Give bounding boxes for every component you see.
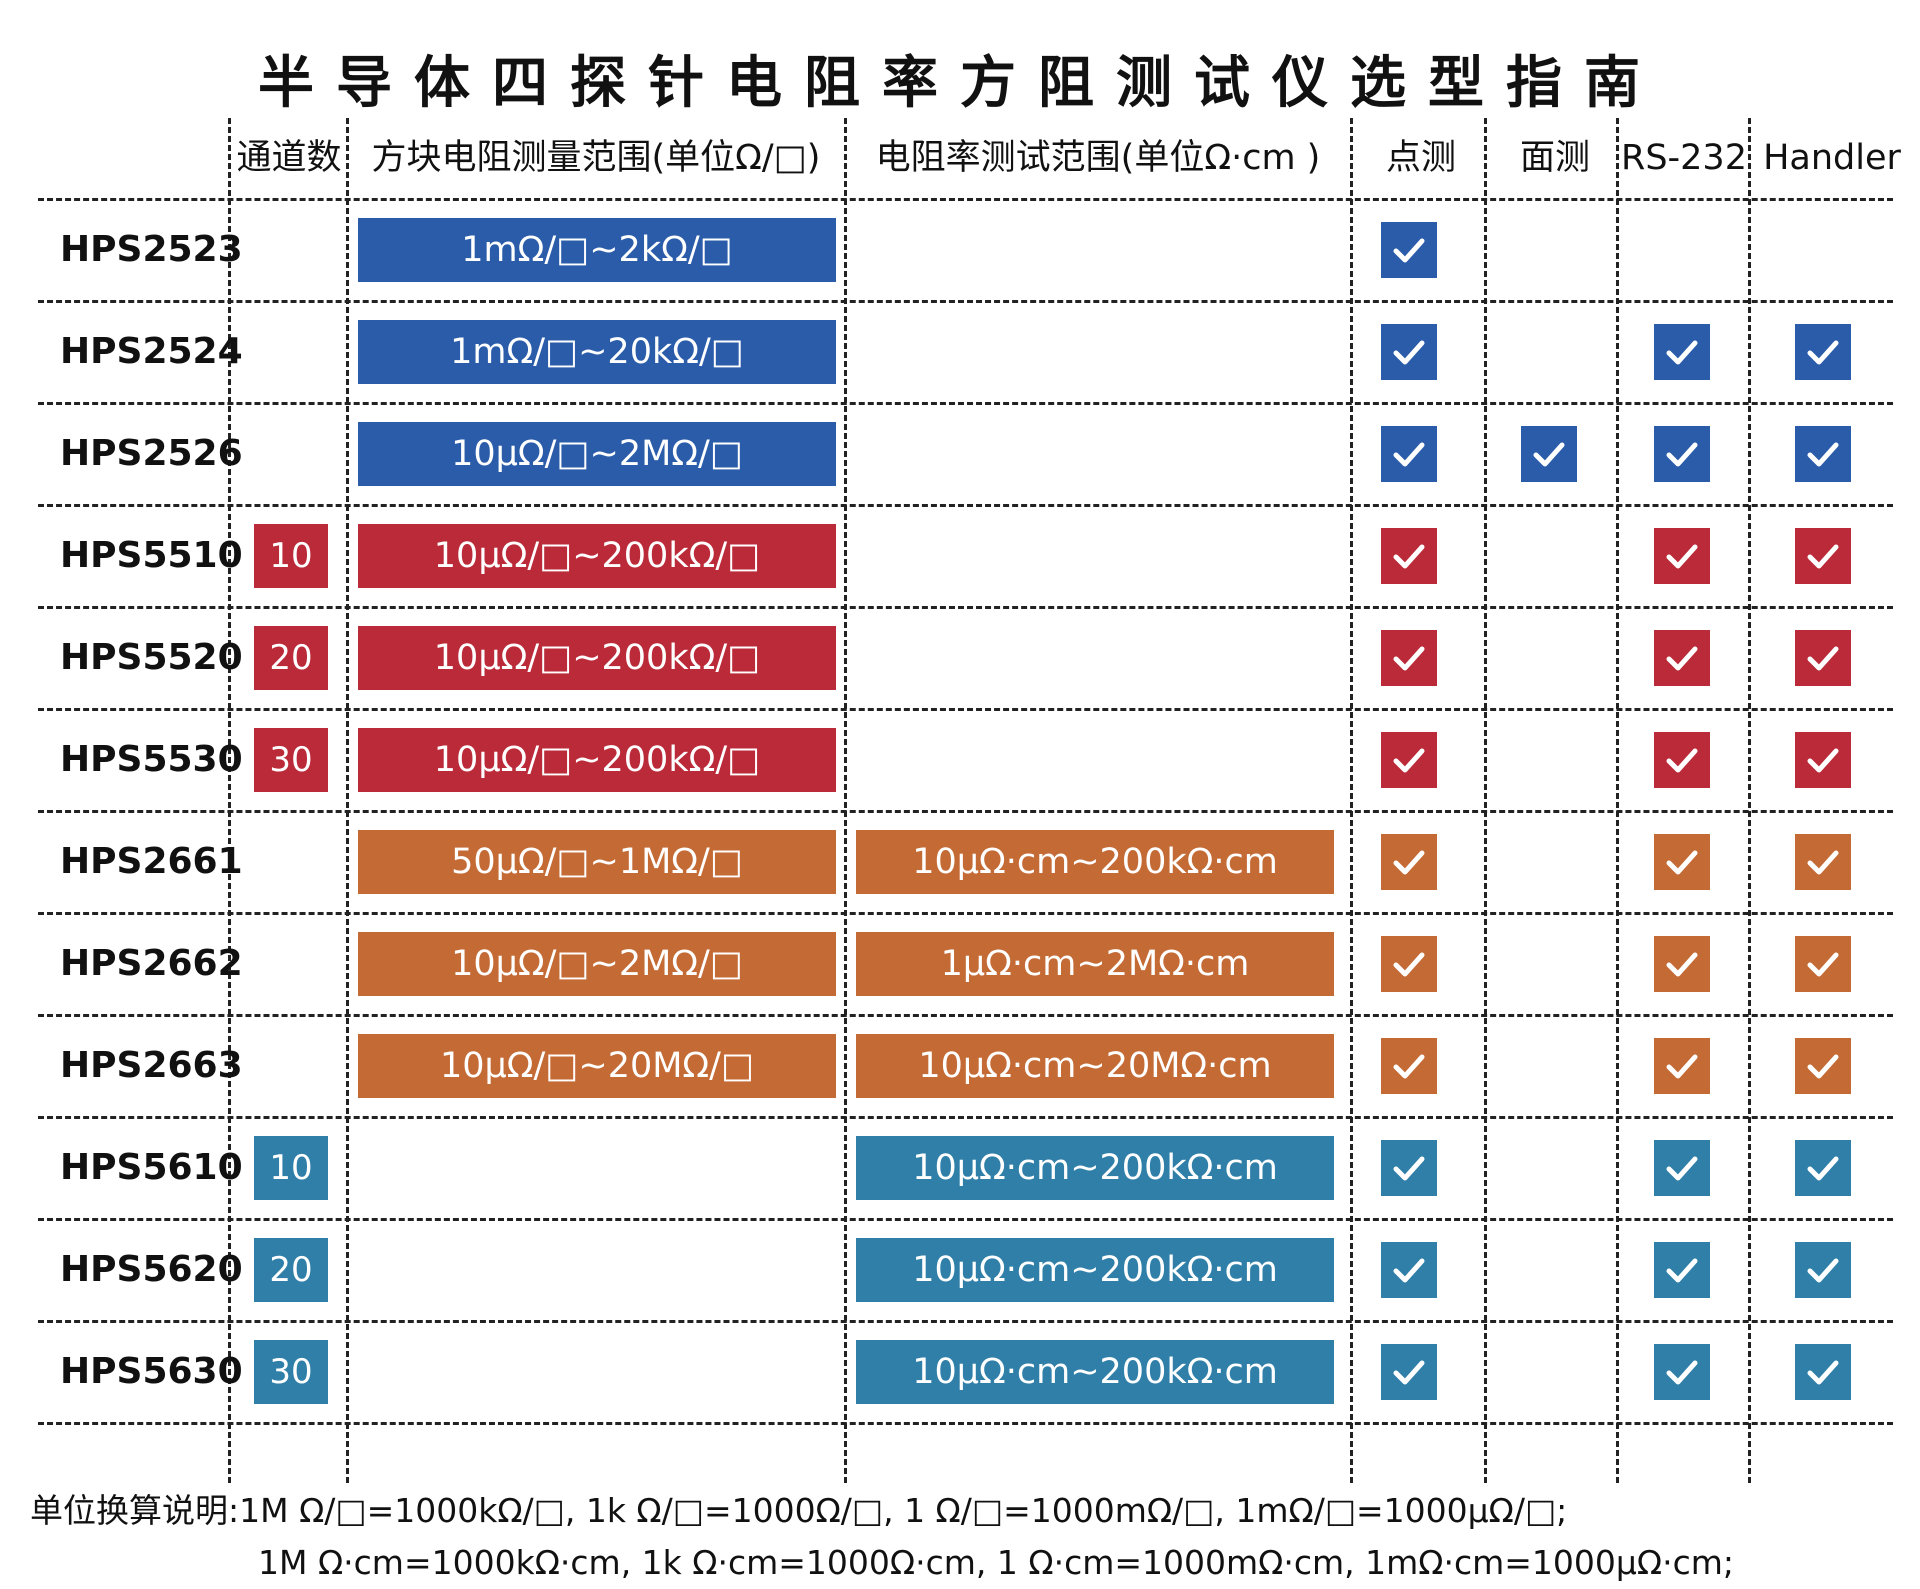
row-divider bbox=[38, 1116, 1893, 1119]
checkmark-icon bbox=[1795, 1344, 1851, 1400]
model-name: HPS5530 bbox=[60, 739, 243, 780]
channel-count-badge: 10 bbox=[254, 1136, 328, 1200]
row-divider bbox=[38, 912, 1893, 915]
row-divider bbox=[38, 1218, 1893, 1221]
checkmark-icon bbox=[1381, 528, 1437, 584]
column-divider bbox=[1616, 118, 1619, 1483]
checkmark-icon bbox=[1654, 936, 1710, 992]
checkmark-icon bbox=[1381, 630, 1437, 686]
row-divider bbox=[38, 708, 1893, 711]
checkmark-icon bbox=[1654, 324, 1710, 380]
model-name: HPS2524 bbox=[60, 331, 243, 372]
model-name: HPS2661 bbox=[60, 841, 243, 882]
resistivity-range: 10μΩ·cm~200kΩ·cm bbox=[856, 1238, 1334, 1302]
header-point: 点测 bbox=[1385, 138, 1456, 178]
checkmark-icon bbox=[1654, 1140, 1710, 1196]
checkmark-icon bbox=[1381, 1038, 1437, 1094]
channel-count-badge: 30 bbox=[254, 1340, 328, 1404]
checkmark-icon bbox=[1381, 1344, 1437, 1400]
column-divider bbox=[844, 118, 847, 1483]
sheet-resistance-range: 10μΩ/□~200kΩ/□ bbox=[358, 524, 836, 588]
model-name: HPS5630 bbox=[60, 1351, 243, 1392]
channel-count-badge: 10 bbox=[254, 524, 328, 588]
sheet-resistance-range: 1mΩ/□~20kΩ/□ bbox=[358, 320, 836, 384]
row-divider bbox=[38, 1422, 1893, 1425]
header-sheet-resistance: 方块电阻测量范围(单位Ω/□) bbox=[371, 138, 821, 178]
checkmark-icon bbox=[1795, 936, 1851, 992]
sheet-resistance-range: 10μΩ/□~2MΩ/□ bbox=[358, 932, 836, 996]
checkmark-icon bbox=[1654, 426, 1710, 482]
checkmark-icon bbox=[1381, 732, 1437, 788]
checkmark-icon bbox=[1795, 1038, 1851, 1094]
column-divider bbox=[1350, 118, 1353, 1483]
checkmark-icon bbox=[1381, 936, 1437, 992]
checkmark-icon bbox=[1795, 1140, 1851, 1196]
checkmark-icon bbox=[1795, 630, 1851, 686]
header-rs232: RS-232 bbox=[1621, 138, 1747, 178]
model-name: HPS2662 bbox=[60, 943, 243, 984]
checkmark-icon bbox=[1381, 426, 1437, 482]
unit-note-line2: 1M Ω·cm=1000kΩ·cm, 1k Ω·cm=1000Ω·cm, 1 Ω… bbox=[258, 1543, 1734, 1582]
checkmark-icon bbox=[1795, 426, 1851, 482]
row-divider bbox=[38, 606, 1893, 609]
sheet-resistance-range: 10μΩ/□~2MΩ/□ bbox=[358, 422, 836, 486]
checkmark-icon bbox=[1654, 732, 1710, 788]
header-area: 面测 bbox=[1519, 138, 1590, 178]
header-channels: 通道数 bbox=[236, 138, 342, 178]
model-name: HPS5510 bbox=[60, 535, 243, 576]
checkmark-icon bbox=[1381, 222, 1437, 278]
model-name: HPS5620 bbox=[60, 1249, 243, 1290]
row-divider bbox=[38, 198, 1893, 201]
model-name: HPS5610 bbox=[60, 1147, 243, 1188]
checkmark-icon bbox=[1654, 630, 1710, 686]
checkmark-icon bbox=[1795, 732, 1851, 788]
model-name: HPS2523 bbox=[60, 229, 243, 270]
checkmark-icon bbox=[1381, 324, 1437, 380]
checkmark-icon bbox=[1795, 528, 1851, 584]
checkmark-icon bbox=[1795, 834, 1851, 890]
checkmark-icon bbox=[1381, 1140, 1437, 1196]
column-divider bbox=[346, 118, 349, 1483]
page-title: 半导体四探针电阻率方阻测试仪选型指南 bbox=[258, 51, 1662, 116]
column-divider bbox=[1484, 118, 1487, 1483]
sheet-resistance-range: 10μΩ/□~200kΩ/□ bbox=[358, 728, 836, 792]
checkmark-icon bbox=[1654, 1038, 1710, 1094]
checkmark-icon bbox=[1521, 426, 1577, 482]
channel-count-badge: 20 bbox=[254, 1238, 328, 1302]
row-divider bbox=[38, 402, 1893, 405]
resistivity-range: 10μΩ·cm~20MΩ·cm bbox=[856, 1034, 1334, 1098]
channel-count-badge: 30 bbox=[254, 728, 328, 792]
sheet-resistance-range: 1mΩ/□~2kΩ/□ bbox=[358, 218, 836, 282]
row-divider bbox=[38, 810, 1893, 813]
model-name: HPS2526 bbox=[60, 433, 243, 474]
column-divider bbox=[1748, 118, 1751, 1483]
checkmark-icon bbox=[1654, 528, 1710, 584]
resistivity-range: 10μΩ·cm~200kΩ·cm bbox=[856, 1136, 1334, 1200]
row-divider bbox=[38, 504, 1893, 507]
checkmark-icon bbox=[1381, 1242, 1437, 1298]
checkmark-icon bbox=[1381, 834, 1437, 890]
sheet-resistance-range: 10μΩ/□~200kΩ/□ bbox=[358, 626, 836, 690]
model-name: HPS5520 bbox=[60, 637, 243, 678]
row-divider bbox=[38, 300, 1893, 303]
model-name: HPS2663 bbox=[60, 1045, 243, 1086]
header-resistivity: 电阻率测试范围(单位Ω·cm ) bbox=[875, 138, 1321, 178]
unit-note-line1: 单位换算说明:1M Ω/□=1000kΩ/□, 1k Ω/□=1000Ω/□, … bbox=[30, 1491, 1568, 1530]
sheet-resistance-range: 10μΩ/□~20MΩ/□ bbox=[358, 1034, 836, 1098]
checkmark-icon bbox=[1654, 834, 1710, 890]
column-divider bbox=[228, 118, 231, 1483]
resistivity-range: 10μΩ·cm~200kΩ·cm bbox=[856, 830, 1334, 894]
channel-count-badge: 20 bbox=[254, 626, 328, 690]
checkmark-icon bbox=[1795, 324, 1851, 380]
sheet-resistance-range: 50μΩ/□~1MΩ/□ bbox=[358, 830, 836, 894]
row-divider bbox=[38, 1320, 1893, 1323]
checkmark-icon bbox=[1654, 1242, 1710, 1298]
row-divider bbox=[38, 1014, 1893, 1017]
resistivity-range: 1μΩ·cm~2MΩ·cm bbox=[856, 932, 1334, 996]
resistivity-range: 10μΩ·cm~200kΩ·cm bbox=[856, 1340, 1334, 1404]
checkmark-icon bbox=[1795, 1242, 1851, 1298]
checkmark-icon bbox=[1654, 1344, 1710, 1400]
header-handler: Handler bbox=[1763, 138, 1901, 178]
